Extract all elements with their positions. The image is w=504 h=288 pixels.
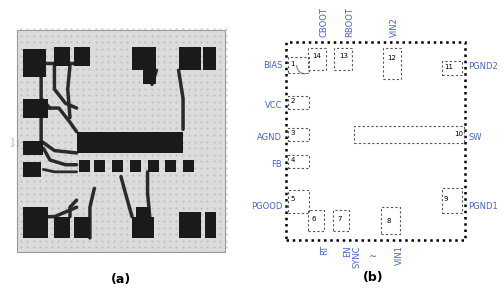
- Bar: [383, 48, 401, 79]
- Bar: [23, 141, 43, 155]
- Bar: [165, 160, 176, 172]
- Bar: [132, 47, 156, 70]
- Bar: [23, 98, 48, 118]
- Bar: [54, 217, 70, 238]
- Text: 12: 12: [388, 55, 396, 61]
- Bar: [183, 160, 194, 172]
- Bar: [178, 47, 201, 70]
- Text: 3: 3: [291, 130, 295, 136]
- Text: PGOOD: PGOOD: [251, 202, 282, 211]
- Bar: [382, 207, 400, 234]
- Text: AGND: AGND: [257, 133, 282, 142]
- Text: 9: 9: [444, 196, 449, 202]
- Text: 6: 6: [312, 216, 317, 222]
- Bar: [94, 160, 105, 172]
- Text: BIAS: BIAS: [263, 61, 282, 70]
- Bar: [288, 155, 309, 168]
- Bar: [288, 128, 309, 141]
- Bar: [307, 48, 326, 70]
- Bar: [132, 217, 154, 238]
- Text: figure
text: figure text: [12, 136, 21, 146]
- Bar: [288, 190, 309, 213]
- Bar: [288, 96, 309, 109]
- Text: 11: 11: [444, 64, 453, 70]
- Bar: [442, 188, 463, 213]
- Text: (b): (b): [363, 271, 383, 284]
- Bar: [178, 212, 201, 238]
- Text: SW: SW: [469, 133, 482, 142]
- Text: 10: 10: [454, 131, 463, 137]
- Bar: [112, 160, 123, 172]
- Text: RT: RT: [321, 245, 330, 255]
- Text: 13: 13: [339, 53, 348, 59]
- Bar: [75, 47, 90, 66]
- Bar: [288, 57, 309, 73]
- Text: SYNC: SYNC: [353, 245, 362, 268]
- Bar: [307, 210, 324, 231]
- Text: 14: 14: [312, 53, 322, 59]
- Bar: [23, 162, 41, 177]
- Bar: [442, 61, 463, 75]
- Text: CBOOT: CBOOT: [320, 7, 329, 37]
- Text: 1: 1: [291, 60, 295, 67]
- Bar: [143, 56, 156, 84]
- Text: PGND2: PGND2: [469, 62, 498, 71]
- Text: VCC: VCC: [265, 101, 282, 110]
- Text: RBOOT: RBOOT: [345, 7, 354, 37]
- Bar: [333, 210, 349, 231]
- Bar: [334, 48, 352, 70]
- Bar: [205, 212, 216, 238]
- Bar: [203, 47, 216, 70]
- Bar: [23, 207, 48, 238]
- Bar: [75, 217, 90, 238]
- Bar: [54, 47, 70, 66]
- Text: ∼: ∼: [369, 251, 377, 262]
- Bar: [286, 42, 465, 240]
- Bar: [354, 126, 464, 143]
- Text: 7: 7: [337, 216, 342, 222]
- Text: EN: EN: [343, 245, 352, 257]
- Text: VIN2: VIN2: [390, 17, 399, 37]
- Bar: [23, 49, 45, 77]
- Text: (a): (a): [111, 273, 131, 286]
- Bar: [137, 207, 150, 238]
- Bar: [79, 160, 90, 172]
- Text: PGND1: PGND1: [469, 202, 498, 211]
- Text: VIN1: VIN1: [395, 245, 404, 265]
- Text: 4: 4: [291, 157, 295, 163]
- Bar: [148, 160, 159, 172]
- Text: 5: 5: [291, 196, 295, 202]
- Text: 8: 8: [386, 218, 391, 223]
- Text: 2: 2: [291, 98, 295, 104]
- Text: FB: FB: [272, 160, 282, 169]
- Bar: [130, 160, 141, 172]
- Bar: [77, 132, 183, 153]
